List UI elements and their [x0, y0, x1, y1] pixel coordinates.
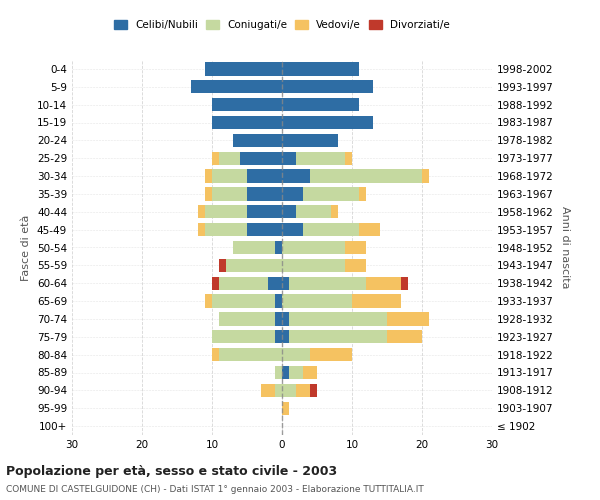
Text: COMUNE DI CASTELGUIDONE (CH) - Dati ISTAT 1° gennaio 2003 - Elaborazione TUTTITA: COMUNE DI CASTELGUIDONE (CH) - Dati ISTA… [6, 485, 424, 494]
Bar [212, 98, 282, 112]
Y-axis label: Anni di nascita: Anni di nascita [560, 206, 570, 289]
Bar [212, 187, 247, 200]
Bar [212, 330, 275, 344]
Bar [275, 366, 282, 379]
Bar [310, 384, 317, 397]
Bar [359, 187, 366, 200]
Bar [282, 98, 359, 112]
Bar [205, 187, 212, 200]
Bar [219, 312, 275, 326]
Bar [352, 294, 401, 308]
Bar [205, 170, 212, 183]
Bar [247, 223, 282, 236]
Bar [219, 152, 240, 165]
Bar [282, 402, 289, 415]
Text: Popolazione per età, sesso e stato civile - 2003: Popolazione per età, sesso e stato civil… [6, 465, 337, 478]
Bar [282, 330, 289, 344]
Bar [268, 276, 282, 290]
Bar [282, 312, 289, 326]
Bar [198, 205, 205, 218]
Bar [233, 134, 282, 147]
Bar [282, 348, 310, 362]
Bar [247, 170, 282, 183]
Bar [345, 152, 352, 165]
Bar [296, 152, 345, 165]
Bar [289, 312, 387, 326]
Y-axis label: Fasce di età: Fasce di età [22, 214, 31, 280]
Bar [345, 258, 366, 272]
Bar [275, 294, 282, 308]
Bar [282, 62, 359, 76]
Bar [282, 258, 345, 272]
Bar [205, 62, 282, 76]
Bar [282, 294, 352, 308]
Bar [205, 223, 247, 236]
Bar [303, 366, 317, 379]
Bar [282, 187, 303, 200]
Bar [282, 80, 373, 94]
Bar [212, 170, 247, 183]
Bar [282, 223, 303, 236]
Bar [303, 187, 359, 200]
Bar [219, 258, 226, 272]
Bar [261, 384, 275, 397]
Bar [275, 241, 282, 254]
Bar [282, 170, 310, 183]
Bar [331, 205, 338, 218]
Bar [233, 241, 275, 254]
Bar [212, 294, 275, 308]
Bar [296, 205, 331, 218]
Legend: Celibi/Nubili, Coniugati/e, Vedovi/e, Divorziati/e: Celibi/Nubili, Coniugati/e, Vedovi/e, Di… [111, 16, 453, 33]
Bar [212, 116, 282, 129]
Bar [345, 241, 366, 254]
Bar [282, 276, 289, 290]
Bar [289, 366, 303, 379]
Bar [275, 384, 282, 397]
Bar [219, 348, 282, 362]
Bar [289, 276, 366, 290]
Bar [198, 223, 205, 236]
Bar [212, 348, 219, 362]
Bar [310, 348, 352, 362]
Bar [401, 276, 408, 290]
Bar [282, 116, 373, 129]
Bar [212, 276, 219, 290]
Bar [247, 187, 282, 200]
Bar [310, 170, 422, 183]
Bar [205, 205, 247, 218]
Bar [359, 223, 380, 236]
Bar [289, 330, 387, 344]
Bar [282, 134, 338, 147]
Bar [296, 384, 310, 397]
Bar [282, 205, 296, 218]
Bar [303, 223, 359, 236]
Bar [282, 241, 345, 254]
Bar [387, 312, 429, 326]
Bar [219, 276, 268, 290]
Bar [275, 330, 282, 344]
Bar [275, 312, 282, 326]
Bar [205, 294, 212, 308]
Bar [282, 366, 289, 379]
Bar [387, 330, 422, 344]
Bar [191, 80, 282, 94]
Bar [366, 276, 401, 290]
Bar [282, 152, 296, 165]
Bar [212, 152, 219, 165]
Bar [240, 152, 282, 165]
Bar [282, 384, 296, 397]
Bar [247, 205, 282, 218]
Bar [422, 170, 429, 183]
Bar [226, 258, 282, 272]
